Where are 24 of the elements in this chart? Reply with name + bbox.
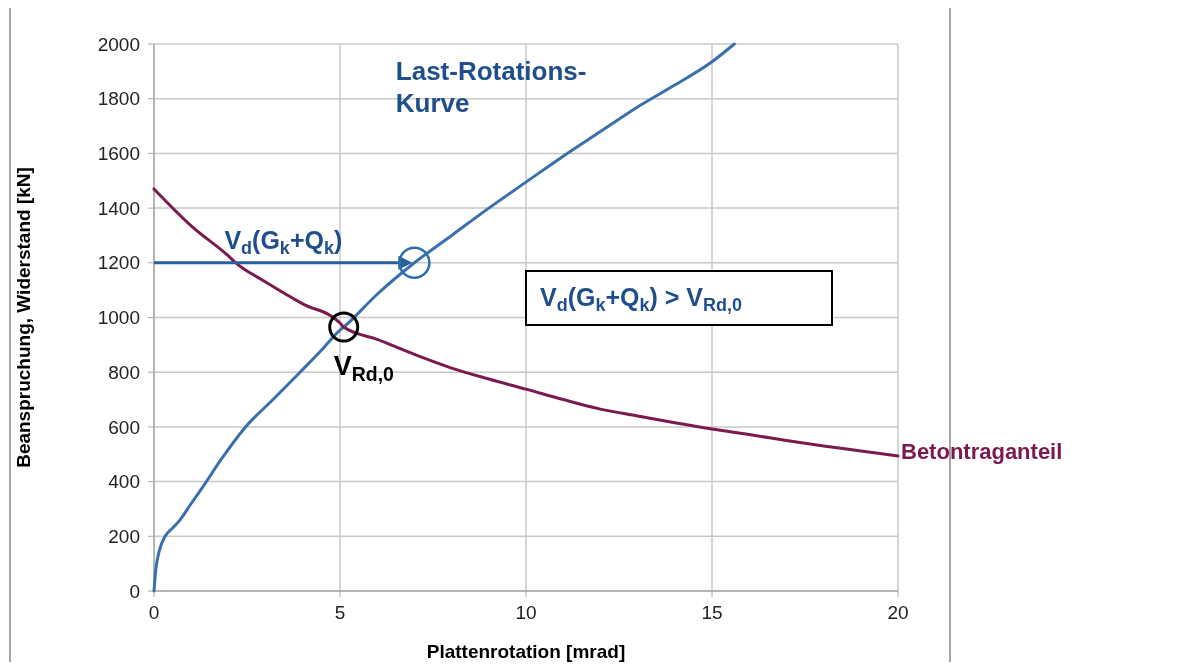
- y-tick-label: 1000: [97, 307, 140, 329]
- y-tick-label: 0: [129, 580, 140, 602]
- annotation: V$_{d}$(G$_{k}$+Q$_{k}$) > V$_{Rd,0}$: [540, 283, 743, 316]
- x-tick-label: 5: [334, 602, 346, 623]
- y-tick-label: 600: [108, 416, 140, 438]
- y-tick-label: 1800: [97, 88, 140, 110]
- y-tick-label: 2000: [97, 33, 140, 55]
- annotation: V$_{Rd,0}$: [333, 351, 395, 385]
- x-axis-title: Plattenrotation [mrad]: [426, 641, 626, 662]
- y-tick-label: 200: [108, 525, 140, 547]
- series-label: Last-Rotations-Kurve: [395, 55, 587, 118]
- annotation: V$_{d}$(G$_{k}$+Q$_{k}$): [224, 225, 343, 259]
- line-series: [152, 187, 900, 458]
- y-tick-label: 1400: [97, 197, 140, 219]
- y-axis-title: Beanspruchung, Widerstand [kN]: [13, 167, 34, 468]
- x-tick-label: 20: [887, 602, 909, 623]
- y-tick-label: 800: [108, 361, 140, 383]
- x-tick-label: 0: [148, 602, 160, 623]
- x-tick-label: 15: [701, 602, 723, 623]
- y-tick-label: 1600: [97, 143, 140, 165]
- x-tick-label: 10: [515, 602, 537, 623]
- y-tick-label: 1200: [97, 252, 140, 274]
- y-tick-label: 400: [108, 471, 140, 493]
- series-label: Betontraganteil: [901, 438, 1063, 464]
